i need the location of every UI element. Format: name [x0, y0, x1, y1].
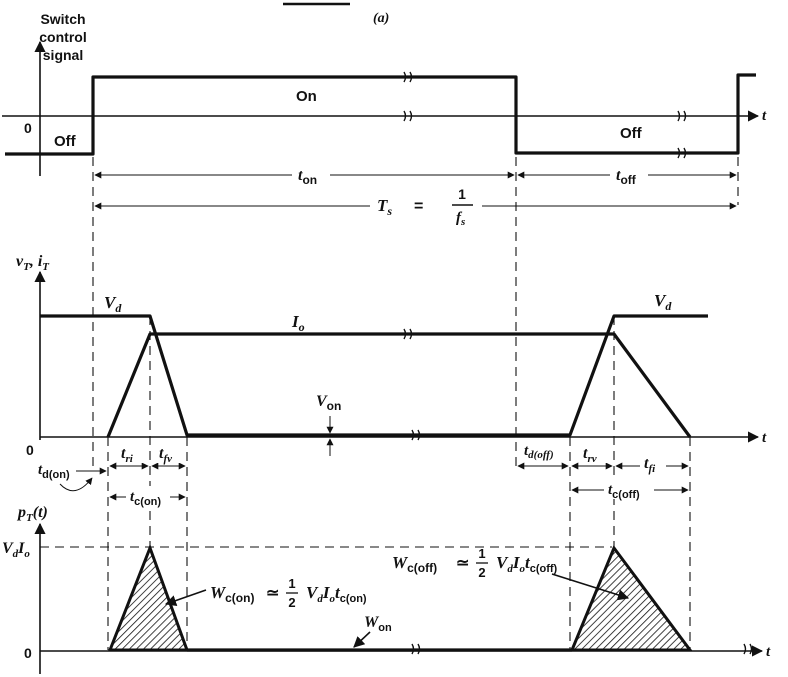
- wc-on-pointer: [164, 589, 207, 606]
- tfv-label: tfv: [159, 445, 172, 465]
- wc-on-approx: ≃: [266, 585, 279, 602]
- figure-label: (a): [373, 11, 389, 26]
- von-label: Von: [316, 393, 341, 413]
- zero-label: 0: [24, 645, 32, 661]
- vt-it-label: vT, iT: [16, 253, 50, 273]
- ton-label: ton: [298, 167, 317, 187]
- vdio-label: VdIo: [2, 540, 30, 560]
- wc-off-rhs: VdIotc(off): [496, 553, 558, 575]
- wc-off-approx: ≃: [456, 555, 469, 572]
- t-axis-label: t: [766, 644, 771, 660]
- tri-label: tri: [121, 445, 134, 465]
- wc-on-label: Wc(on): [210, 583, 254, 605]
- zero-label: 0: [26, 442, 34, 458]
- off-label-right: Off: [620, 125, 643, 142]
- pt-label: pT(t): [16, 504, 48, 524]
- voltage-waveform: [40, 314, 708, 437]
- off-label-left: Off: [54, 133, 77, 150]
- tfi-label: tfi: [644, 455, 656, 475]
- tc-on-label: tc(on): [130, 489, 161, 508]
- ylabel-line-3: signal: [43, 47, 83, 63]
- wc-on-half-num: 1: [288, 576, 295, 591]
- io-label: Io: [291, 312, 305, 334]
- turn-on-loss-triangle: [107, 543, 190, 652]
- turn-off-loss-triangle: [569, 544, 693, 652]
- t-axis-label: t: [762, 108, 767, 124]
- ylabel-line-1: Switch: [40, 11, 85, 27]
- wc-off-label: Wc(off): [392, 553, 437, 575]
- wc-on-rhs: VdIotc(on): [306, 583, 367, 605]
- period-num: 1: [458, 186, 466, 202]
- td-on-curved-arrow: [59, 477, 93, 492]
- won-label: Won: [364, 614, 392, 634]
- td-on-label: td(on): [38, 462, 70, 481]
- on-label: On: [296, 88, 317, 105]
- zero-label: 0: [24, 120, 32, 136]
- middle-panel: vT, iT t 0 Vd Vd Io Von: [16, 71, 767, 655]
- period-lhs: Ts: [377, 196, 392, 218]
- t-axis-label: t: [762, 430, 767, 446]
- current-waveform: [106, 332, 692, 438]
- period-den: fs: [456, 210, 465, 228]
- vd-left-label: Vd: [104, 293, 122, 315]
- wc-on-half-den: 2: [288, 595, 295, 610]
- tc-off-label: tc(off): [608, 482, 640, 501]
- wc-off-pointer: [551, 573, 630, 601]
- control-signal-waveform: [5, 73, 756, 156]
- won-pointer: [353, 631, 371, 648]
- td-off-label: td(off): [524, 443, 554, 461]
- trv-label: trv: [583, 445, 597, 465]
- period-eq: =: [414, 198, 423, 215]
- wc-off-half-den: 2: [478, 565, 485, 580]
- vd-right-label: Vd: [654, 291, 672, 313]
- toff-label: toff: [616, 167, 637, 187]
- ylabel-line-2: control: [39, 29, 86, 45]
- wc-off-half-num: 1: [478, 546, 485, 561]
- timing-annotations: tri tfv td(on) tc(on) td(off) trv tfi tc…: [38, 441, 689, 508]
- bottom-panel: pT(t) t 0 VdIo Wc(on) ≃ 1 2 VdIotc(on) W…: [2, 504, 771, 674]
- top-panel: Switch control signal t 0 Off On Off ton…: [2, 11, 767, 228]
